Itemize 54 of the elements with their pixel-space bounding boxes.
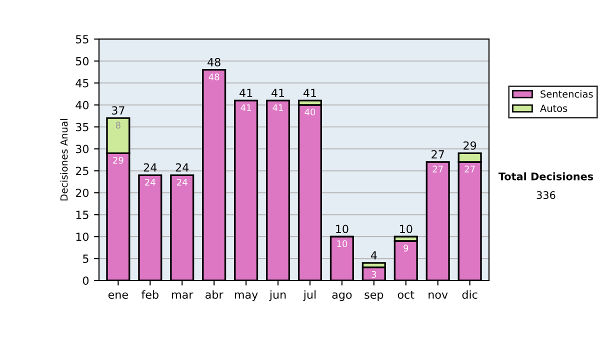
data-label: 27 [464,166,475,172]
data-label: 8 [116,122,120,129]
total-label: 29 [464,141,476,150]
total-label: 41 [271,88,284,97]
data-label: 29 [113,156,124,164]
y-tick-label: 20 [76,188,89,198]
text: 336 [536,191,556,200]
y-tick-label: 40 [76,100,89,110]
data-label: 3 [372,271,376,278]
total-label: 41 [303,88,316,97]
legend-label: Autos [540,104,568,112]
x-tick-label: sep [364,292,384,301]
data-label: 40 [304,108,316,116]
y-tick-label: 35 [76,122,88,132]
x-tick-label: oct [398,290,414,299]
data-label: 24 [177,178,188,186]
y-tick-label: 5 [83,254,88,263]
y-axis-title: Decisiones Anual [60,119,68,200]
x-tick-label: jul [303,290,316,301]
x-tick-label: jun [269,290,286,301]
data-label: 9 [404,244,408,252]
x-tick-label: may [234,292,258,301]
total-label: 48 [208,58,220,66]
y-tick-label: 25 [76,166,88,176]
total-label: 4 [370,251,377,260]
x-tick-label: ene [108,292,128,299]
data-label: 10 [337,240,348,248]
x-tick-label: feb [142,290,158,299]
data-label: 41 [272,104,283,111]
y-tick-label: 0 [82,276,89,285]
x-tick-label: ago [332,292,352,301]
total-label: 27 [432,150,444,158]
data-label: 24 [145,178,156,186]
x-tick-label: abr [206,290,224,299]
total-label: 10 [400,224,412,234]
total-label: 24 [144,163,157,172]
y-tick-label: 50 [76,57,89,66]
x-tick-label: mar [172,292,194,299]
x-tick-label: nov [428,292,448,299]
legend-label: Sentencias [540,90,593,98]
y-tick-label: 15 [76,210,88,220]
y-tick-label: 10 [76,232,89,241]
data-label: 27 [432,166,443,172]
data-label: 48 [208,73,220,80]
total-label: 24 [176,163,189,172]
total-label: 37 [112,106,124,115]
y-tick-label: 45 [76,79,88,88]
total-label: 41 [240,88,252,97]
x-tick-label: dic [462,290,478,299]
total-label: 10 [336,224,348,234]
text: Total Decisiones [498,172,594,180]
data-label: 41 [240,104,251,111]
y-tick-label: 55 [76,35,88,44]
y-tick-label: 30 [76,144,89,154]
